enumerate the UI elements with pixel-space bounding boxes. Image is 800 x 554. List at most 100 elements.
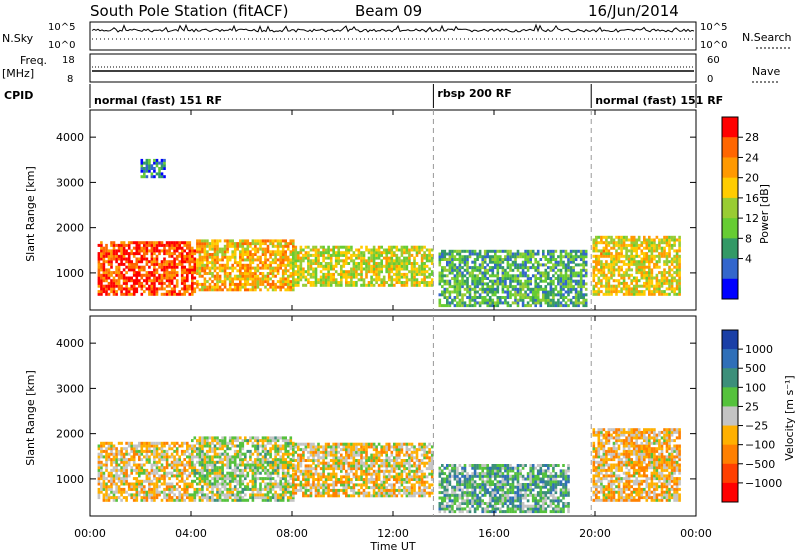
heatmap-cell — [168, 273, 171, 277]
heatmap-cell — [380, 245, 383, 249]
heatmap-cell — [160, 449, 164, 453]
heatmap-cell — [678, 276, 681, 280]
heatmap-cell — [660, 238, 664, 242]
heatmap-cell — [246, 269, 250, 273]
heatmap-cell — [466, 263, 469, 267]
heatmap-cell — [271, 496, 275, 500]
heatmap-cell — [276, 452, 280, 456]
heatmap-cell — [297, 272, 300, 276]
heatmap-cell — [241, 277, 245, 281]
heatmap-cell — [574, 293, 578, 297]
heatmap-cell — [509, 296, 512, 299]
heatmap-cell — [648, 246, 651, 250]
heatmap-cell — [160, 164, 164, 168]
heatmap-cell — [322, 488, 325, 492]
heatmap-cell — [458, 255, 462, 259]
heatmap-cell — [678, 273, 681, 277]
heatmap-cell — [175, 487, 179, 491]
heatmap-cell — [206, 493, 209, 497]
heatmap-cell — [466, 296, 469, 299]
heatmap-cell — [170, 496, 174, 500]
heatmap-cell — [360, 253, 363, 257]
heatmap-cell — [620, 281, 623, 285]
heatmap-cell — [193, 490, 197, 494]
heatmap-cell — [100, 482, 103, 486]
heatmap-cell — [625, 287, 628, 291]
heatmap-cell — [160, 243, 164, 247]
heatmap-cell — [630, 292, 633, 296]
heatmap-cell — [266, 250, 270, 254]
heatmap-cell — [519, 271, 522, 275]
heatmap-cell — [286, 244, 290, 248]
heatmap-cell — [579, 290, 583, 294]
heatmap-cell — [574, 296, 578, 299]
heatmap-cell — [107, 268, 111, 272]
heatmap-cell — [418, 264, 421, 268]
velocity-panel — [89, 315, 697, 517]
heatmap-cell — [244, 285, 247, 289]
heatmap-cell — [307, 256, 310, 260]
heatmap-cell — [625, 262, 628, 266]
heatmap-cell — [544, 287, 548, 291]
heatmap-cell — [266, 449, 270, 453]
heatmap-cell — [115, 471, 118, 475]
heatmap-cell — [405, 262, 409, 265]
heatmap-cell — [637, 238, 641, 242]
heatmap-cell — [125, 252, 128, 256]
heatmap-cell — [415, 270, 419, 274]
heatmap-cell — [501, 274, 505, 278]
heatmap-cell — [150, 172, 154, 176]
heatmap-cell — [165, 249, 169, 253]
heatmap-cell — [345, 472, 348, 476]
heatmap-cell — [264, 253, 267, 256]
heatmap-cell — [345, 251, 348, 255]
heatmap-cell — [501, 279, 505, 283]
heatmap-cell — [468, 249, 472, 253]
heatmap-cell — [329, 281, 333, 284]
heatmap-cell — [105, 458, 108, 462]
heatmap-cell — [110, 471, 113, 475]
heatmap-cell — [473, 252, 477, 256]
heatmap-cell — [115, 463, 118, 467]
heatmap-cell — [299, 278, 303, 282]
heatmap-cell — [655, 276, 659, 280]
heatmap-cell — [117, 281, 121, 285]
heatmap-cell — [319, 450, 323, 454]
heatmap-cell — [97, 490, 101, 494]
heatmap-cell — [504, 285, 507, 289]
heatmap-cell — [201, 496, 204, 500]
heatmap-cell — [175, 452, 179, 456]
heatmap-cell — [665, 235, 669, 239]
heatmap-cell — [314, 245, 318, 249]
heatmap-cell — [173, 246, 176, 250]
heatmap-cell — [473, 277, 477, 280]
heatmap-cell — [145, 452, 149, 456]
heatmap-cell — [122, 482, 126, 486]
heatmap-cell — [203, 452, 207, 456]
heatmap-cell — [322, 264, 325, 268]
heatmap-cell — [526, 287, 530, 291]
heatmap-cell — [112, 254, 116, 258]
heatmap-cell — [178, 252, 181, 256]
heatmap-cell — [430, 248, 434, 252]
heatmap-cell — [201, 474, 204, 478]
heatmap-cell — [249, 479, 252, 483]
heatmap-cell — [390, 278, 394, 282]
heatmap-cell — [145, 441, 149, 445]
heatmap-cell — [150, 243, 154, 247]
heatmap-cell — [496, 249, 500, 253]
heatmap-cell — [165, 485, 169, 489]
heatmap-cell — [317, 464, 320, 468]
heatmap-cell — [539, 258, 543, 261]
heatmap-cell — [102, 271, 106, 275]
heatmap-cell — [324, 483, 328, 487]
heatmap-cell — [201, 479, 204, 483]
heatmap-cell — [362, 278, 366, 282]
heatmap-cell — [663, 279, 666, 283]
heatmap-cell — [665, 238, 669, 242]
heatmap-cell — [294, 459, 298, 462]
heatmap-cell — [299, 453, 303, 457]
heatmap-cell — [271, 253, 275, 256]
heatmap-cell — [653, 292, 656, 296]
heatmap-cell — [554, 293, 558, 297]
